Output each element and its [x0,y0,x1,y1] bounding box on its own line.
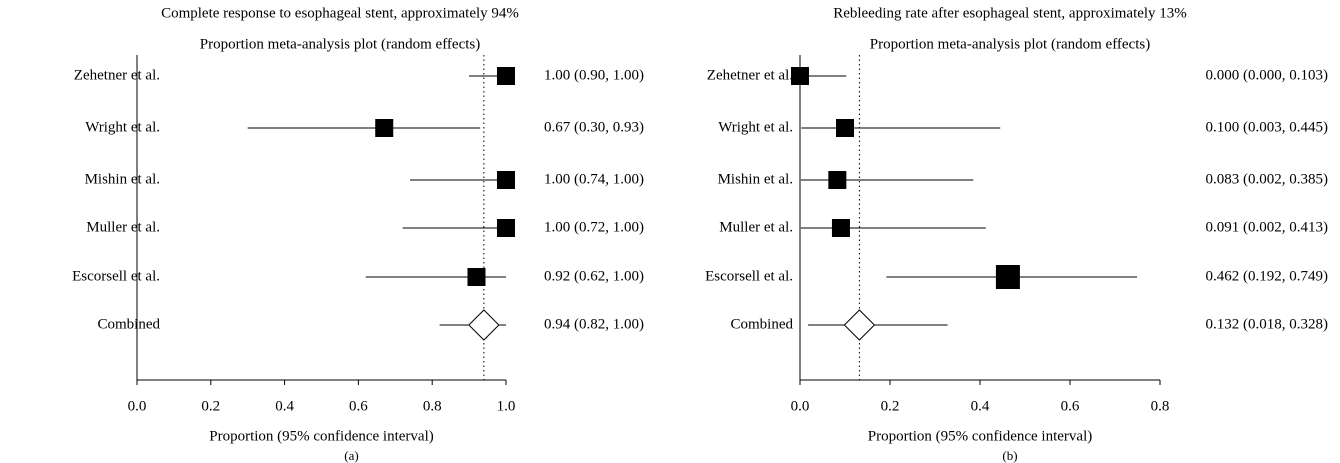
x-tick-label: 0.6 [1061,398,1080,414]
combined-name: Combined [731,316,794,332]
estimate-square [831,219,850,237]
study-name: Wright et al. [718,119,793,135]
combined-label: 0.94 (0.82, 1.00) [544,316,644,332]
x-tick-label: 0.8 [423,398,442,414]
estimate-square [467,268,486,286]
study-name: Mishin et al. [85,171,160,187]
x-tick-label: 0.6 [349,398,368,414]
panel-label: (b) [1002,448,1017,463]
estimate-square [791,67,809,85]
study-name: Escorsell et al. [705,268,793,284]
estimate-square [497,171,515,189]
chart-subtitle: Proportion meta-analysis plot (random ef… [200,36,480,52]
study-estimate-label: 1.00 (0.74, 1.00) [544,171,644,187]
x-axis-label: Proportion (95% confidence interval) [868,428,1093,444]
study-name: Zehetner et al. [707,67,793,83]
estimate-square [828,171,847,189]
study-estimate-label: 0.100 (0.003, 0.445) [1206,119,1329,135]
x-tick-label: 1.0 [497,398,516,414]
estimate-square [497,219,515,237]
study-name: Zehetner et al. [74,67,160,83]
chart-title: Rebleeding rate after esophageal stent, … [833,5,1187,21]
panel-label: (a) [344,448,358,463]
study-estimate-label: 1.00 (0.90, 1.00) [544,67,644,83]
estimate-square [375,119,394,137]
x-tick-label: 0.4 [971,398,990,414]
combined-diamond [843,309,876,341]
combined-label: 0.132 (0.018, 0.328) [1206,316,1329,332]
combined-diamond [468,309,500,341]
study-name: Muller et al. [86,219,160,235]
combined-name: Combined [98,316,161,332]
x-tick-label: 0.8 [1151,398,1170,414]
study-name: Wright et al. [85,119,160,135]
chart-subtitle: Proportion meta-analysis plot (random ef… [870,36,1150,52]
study-name: Escorsell et al. [72,268,160,284]
study-estimate-label: 0.92 (0.62, 1.00) [544,268,644,284]
x-tick-label: 0.0 [791,398,810,414]
x-tick-label: 0.2 [201,398,220,414]
estimate-square [836,119,854,137]
estimate-square [995,265,1020,289]
estimate-square [497,67,515,85]
study-estimate-label: 0.091 (0.002, 0.413) [1206,219,1329,235]
x-axis-label: Proportion (95% confidence interval) [209,428,434,444]
study-name: Muller et al. [719,219,793,235]
study-name: Mishin et al. [718,171,793,187]
study-estimate-label: 0.67 (0.30, 0.93) [544,119,644,135]
chart-title: Complete response to esophageal stent, a… [161,5,519,21]
x-tick-label: 0.4 [275,398,294,414]
study-estimate-label: 0.083 (0.002, 0.385) [1206,171,1329,187]
study-estimate-label: 0.000 (0.000, 0.103) [1206,67,1329,83]
study-estimate-label: 1.00 (0.72, 1.00) [544,219,644,235]
x-tick-label: 0.2 [881,398,900,414]
study-estimate-label: 0.462 (0.192, 0.749) [1206,268,1329,284]
x-tick-label: 0.0 [128,398,147,414]
